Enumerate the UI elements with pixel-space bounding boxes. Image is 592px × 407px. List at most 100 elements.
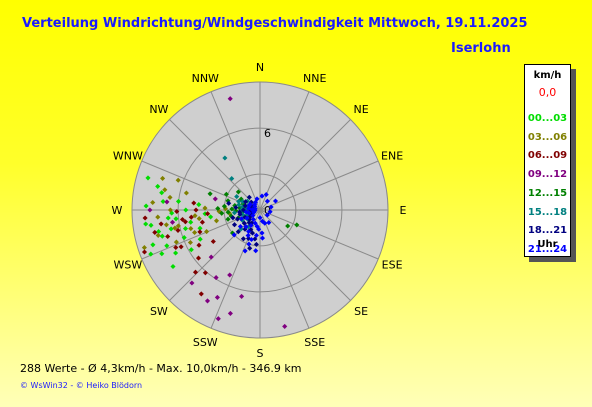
- point-00-03-3: [156, 229, 162, 235]
- point-00-03-2: [159, 233, 165, 239]
- point-06-09-7: [182, 219, 188, 225]
- point-06-09-10: [178, 244, 184, 250]
- point-15-18-4: [240, 199, 246, 205]
- point-00-03-11: [181, 235, 187, 241]
- point-06-09-8: [188, 214, 194, 220]
- point-06-09-15: [179, 216, 186, 223]
- direction-label-e: E: [400, 204, 407, 217]
- point-06-09-6: [175, 227, 181, 233]
- point-18-21-22: [246, 194, 252, 200]
- legend-item-21-24: 21...24: [527, 243, 568, 255]
- radial-tick-6: 6: [264, 127, 271, 140]
- point-00-03-28: [175, 198, 182, 204]
- point-15-18-17: [234, 194, 240, 200]
- point-21-24-25: [243, 224, 249, 230]
- direction-label-n: N: [256, 61, 264, 74]
- point-12-15-21: [225, 209, 231, 215]
- point-09-12-5: [189, 280, 195, 286]
- spoke-nne: [259, 91, 310, 211]
- point-03-06-20: [175, 177, 181, 183]
- point-03-06-14: [202, 205, 208, 211]
- point-06-09-19: [196, 242, 202, 248]
- series-21-24: [231, 192, 279, 254]
- spoke-nnw: [210, 91, 261, 211]
- point-21-24-0: [272, 198, 279, 204]
- point-21-24-24: [246, 228, 252, 235]
- point-21-24-19: [264, 198, 270, 204]
- point-06-09-4: [142, 215, 148, 221]
- stats-line: 288 Werte - Ø 4,3km/h - Max. 10,0km/h - …: [20, 362, 302, 375]
- direction-label-w: W: [112, 204, 123, 217]
- point-00-03-27: [143, 221, 149, 227]
- point-21-24-36: [243, 209, 249, 215]
- point-09-12-1: [204, 298, 211, 304]
- point-12-15-19: [221, 203, 227, 209]
- location-label: Iserlohn: [451, 41, 511, 56]
- point-03-06-11: [188, 226, 194, 232]
- point-00-03-15: [183, 207, 189, 213]
- point-03-06-5: [150, 199, 156, 206]
- direction-label-ene: ENE: [381, 149, 403, 162]
- point-09-12-12: [212, 196, 218, 202]
- point-18-21-33: [231, 222, 238, 228]
- point-12-15-1: [229, 206, 235, 212]
- point-21-24-43: [231, 232, 237, 238]
- point-09-12-6: [213, 275, 219, 281]
- legend-item-00-03: 00...03: [527, 113, 568, 124]
- direction-label-s: S: [257, 347, 264, 360]
- point-21-24-37: [246, 205, 252, 211]
- point-21-24-33: [246, 241, 252, 247]
- point-03-06-7: [162, 187, 168, 193]
- point-00-03-1: [150, 242, 156, 248]
- spoke-ne: [259, 119, 351, 211]
- point-06-09-2: [152, 229, 158, 235]
- point-09-12-0: [227, 96, 233, 102]
- point-21-24-3: [264, 212, 270, 218]
- spoke-nw: [169, 119, 261, 211]
- point-06-09-17: [195, 255, 202, 261]
- point-09-12-13: [239, 293, 245, 299]
- point-15-18-18: [231, 210, 238, 216]
- point-09-12-11: [169, 219, 176, 225]
- point-18-21-28: [234, 216, 241, 222]
- spoke-ese: [259, 209, 379, 260]
- point-21-24-20: [257, 215, 263, 221]
- point-03-06-15: [196, 216, 202, 222]
- legend-item-06-09: 06...09: [527, 150, 568, 162]
- legend: km/h 0,0 00...03 03...06 06...09 09...12 12.…: [524, 64, 571, 257]
- point-21-24-8: [252, 220, 258, 226]
- point-00-03-20: [170, 263, 176, 270]
- point-21-24-32: [245, 232, 251, 239]
- point-03-06-13: [192, 213, 198, 219]
- point-06-09-1: [165, 233, 171, 240]
- point-18-21-31: [235, 229, 241, 235]
- direction-label-sse: SSE: [304, 336, 325, 349]
- point-21-24-42: [242, 248, 248, 254]
- legend-footer: Uhr: [537, 239, 558, 250]
- radial-tick-labels: 06: [264, 127, 271, 217]
- point-21-24-41: [253, 248, 259, 254]
- point-00-03-12: [182, 226, 189, 232]
- spoke-ene: [259, 160, 379, 211]
- legend-item-15-18: 15...18: [527, 206, 568, 218]
- point-12-15-18: [215, 205, 221, 212]
- point-00-03-7: [143, 203, 149, 209]
- point-09-12-7: [227, 272, 233, 278]
- point-21-24-39: [259, 235, 266, 241]
- point-15-18-14: [229, 176, 235, 182]
- point-06-09-9: [193, 207, 199, 213]
- point-03-06-12: [175, 223, 181, 229]
- point-15-18-16: [236, 202, 242, 208]
- series-09-12: [147, 96, 288, 329]
- direction-label-ssw: SSW: [193, 336, 218, 349]
- point-18-21-29: [240, 236, 246, 242]
- point-06-09-18: [192, 269, 199, 275]
- legend-unit: km/h: [533, 70, 562, 81]
- point-21-24-17: [259, 193, 265, 199]
- spoke-se: [259, 209, 351, 301]
- point-00-03-19: [188, 247, 194, 253]
- point-06-09-20: [210, 238, 216, 245]
- point-03-06-8: [160, 175, 166, 181]
- point-06-09-21: [202, 270, 208, 276]
